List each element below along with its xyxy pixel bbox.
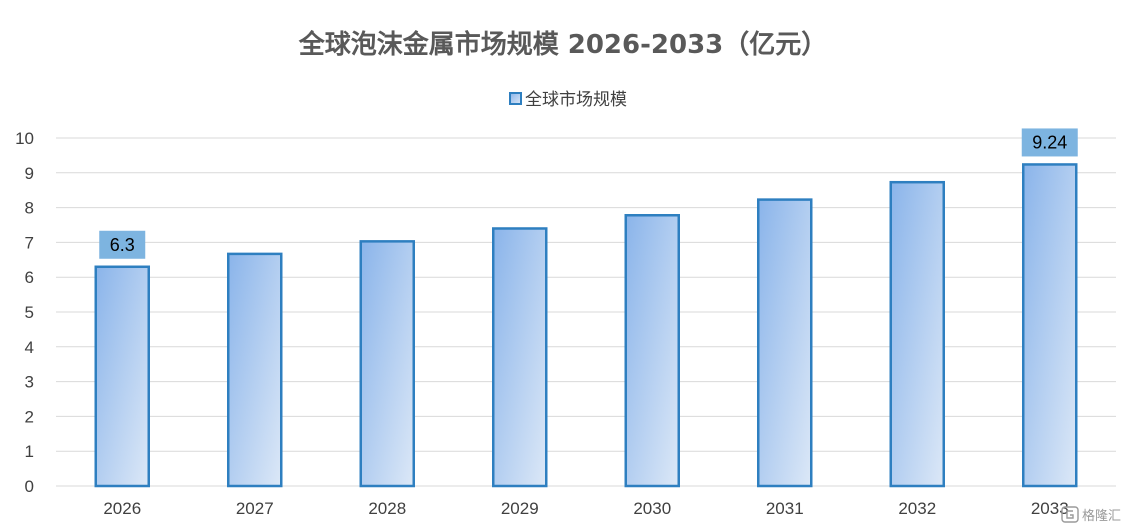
x-tick-label: 2029	[501, 499, 539, 518]
y-tick-label: 10	[15, 129, 34, 148]
x-axis-ticks: 2026 2027 2028 2029 2030 2031 2032 2033	[103, 499, 1068, 518]
bar-2031	[757, 198, 813, 488]
watermark: 格隆汇	[1061, 506, 1121, 524]
y-tick-label: 6	[25, 268, 34, 287]
bar-2027	[227, 252, 283, 488]
x-tick-label: 2033	[1031, 499, 1069, 518]
bars	[94, 163, 1078, 488]
gelonghui-logo-icon	[1061, 506, 1079, 523]
bar-2030	[624, 214, 680, 488]
data-label-box-2026	[99, 230, 146, 259]
y-tick-label: 1	[25, 442, 34, 461]
y-tick-label: 8	[25, 199, 34, 218]
x-tick-label: 2027	[236, 499, 274, 518]
y-axis-ticks: 0 1 2 3 4 5 6 7 8 9 10	[15, 129, 34, 496]
data-label-2033: 9.24	[1032, 132, 1067, 152]
x-tick-label: 2031	[766, 499, 804, 518]
x-tick-label: 2026	[103, 499, 141, 518]
legend-label: 全球市场规模	[525, 90, 627, 110]
x-tick-label: 2028	[368, 499, 406, 518]
grid-lines	[56, 137, 1116, 487]
watermark-text: 格隆汇	[1082, 508, 1121, 524]
data-label-box-2033	[1021, 128, 1078, 157]
y-tick-label: 2	[25, 407, 34, 426]
x-tick-label: 2030	[633, 499, 671, 518]
bar-2026	[94, 265, 150, 488]
bar-2029	[492, 227, 548, 488]
y-tick-label: 5	[25, 303, 34, 322]
y-tick-label: 7	[25, 233, 34, 252]
chart-title: 全球泡沫金属市场规模 2026-2033（亿元）	[298, 29, 828, 60]
bar-2033	[1022, 163, 1078, 488]
y-tick-label: 4	[25, 338, 34, 357]
bar-2028	[359, 240, 415, 488]
data-labels: 6.3 9.24	[99, 128, 1078, 259]
y-tick-label: 0	[25, 477, 34, 496]
y-tick-label: 9	[25, 164, 34, 183]
x-tick-label: 2032	[898, 499, 936, 518]
legend-swatch	[509, 92, 522, 105]
bar-2032	[889, 180, 945, 488]
legend: 全球市场规模	[509, 90, 627, 110]
y-tick-label: 3	[25, 373, 34, 392]
data-label-2026: 6.3	[110, 235, 135, 255]
